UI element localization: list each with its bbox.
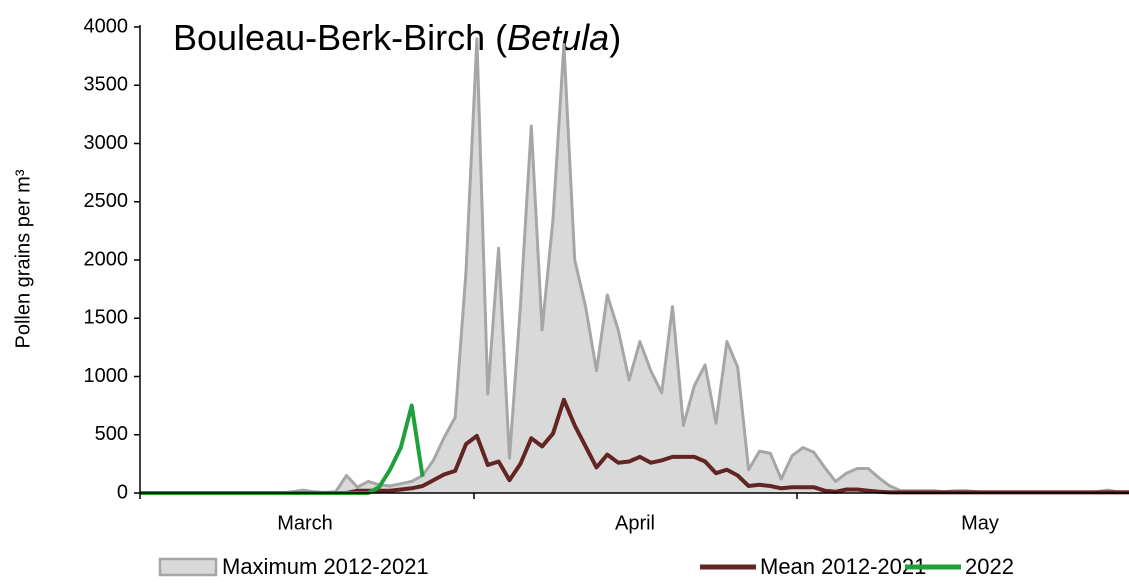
legend-label: Maximum 2012-2021 [222, 554, 429, 579]
chart-title: Bouleau-Berk-Birch (Betula) [173, 17, 621, 58]
title-part: Betula [507, 17, 609, 58]
y-tick-label: 2500 [84, 190, 129, 212]
y-tick-label: 1000 [84, 365, 129, 387]
legend-item: Maximum 2012-2021 [158, 554, 429, 579]
y-axis-label: Pollen grains per m³ [12, 169, 34, 348]
legend-label: Mean 2012-2021 [760, 554, 926, 579]
legend-item: Mean 2012-2021 [700, 554, 926, 579]
y-tick-label: 3000 [84, 132, 129, 154]
x-tick-label: March [277, 512, 333, 534]
y-tick-label: 500 [95, 423, 128, 445]
legend-item: 2022 [905, 554, 1014, 579]
x-tick-label: May [961, 512, 999, 534]
x-tick-label: April [615, 512, 655, 534]
y-tick-label: 0 [117, 481, 128, 503]
legend-swatch [158, 557, 218, 577]
title-part: ) [609, 17, 621, 58]
area [140, 38, 1129, 493]
title-part: Bouleau-Berk-Birch ( [173, 17, 507, 58]
line [140, 403, 425, 495]
legend-label: 2022 [965, 554, 1014, 579]
y-tick-label: 2000 [84, 248, 129, 270]
y-tick-label: 4000 [84, 15, 129, 37]
y-tick-label: 3500 [84, 74, 129, 96]
y-tick-label: 1500 [84, 307, 129, 329]
